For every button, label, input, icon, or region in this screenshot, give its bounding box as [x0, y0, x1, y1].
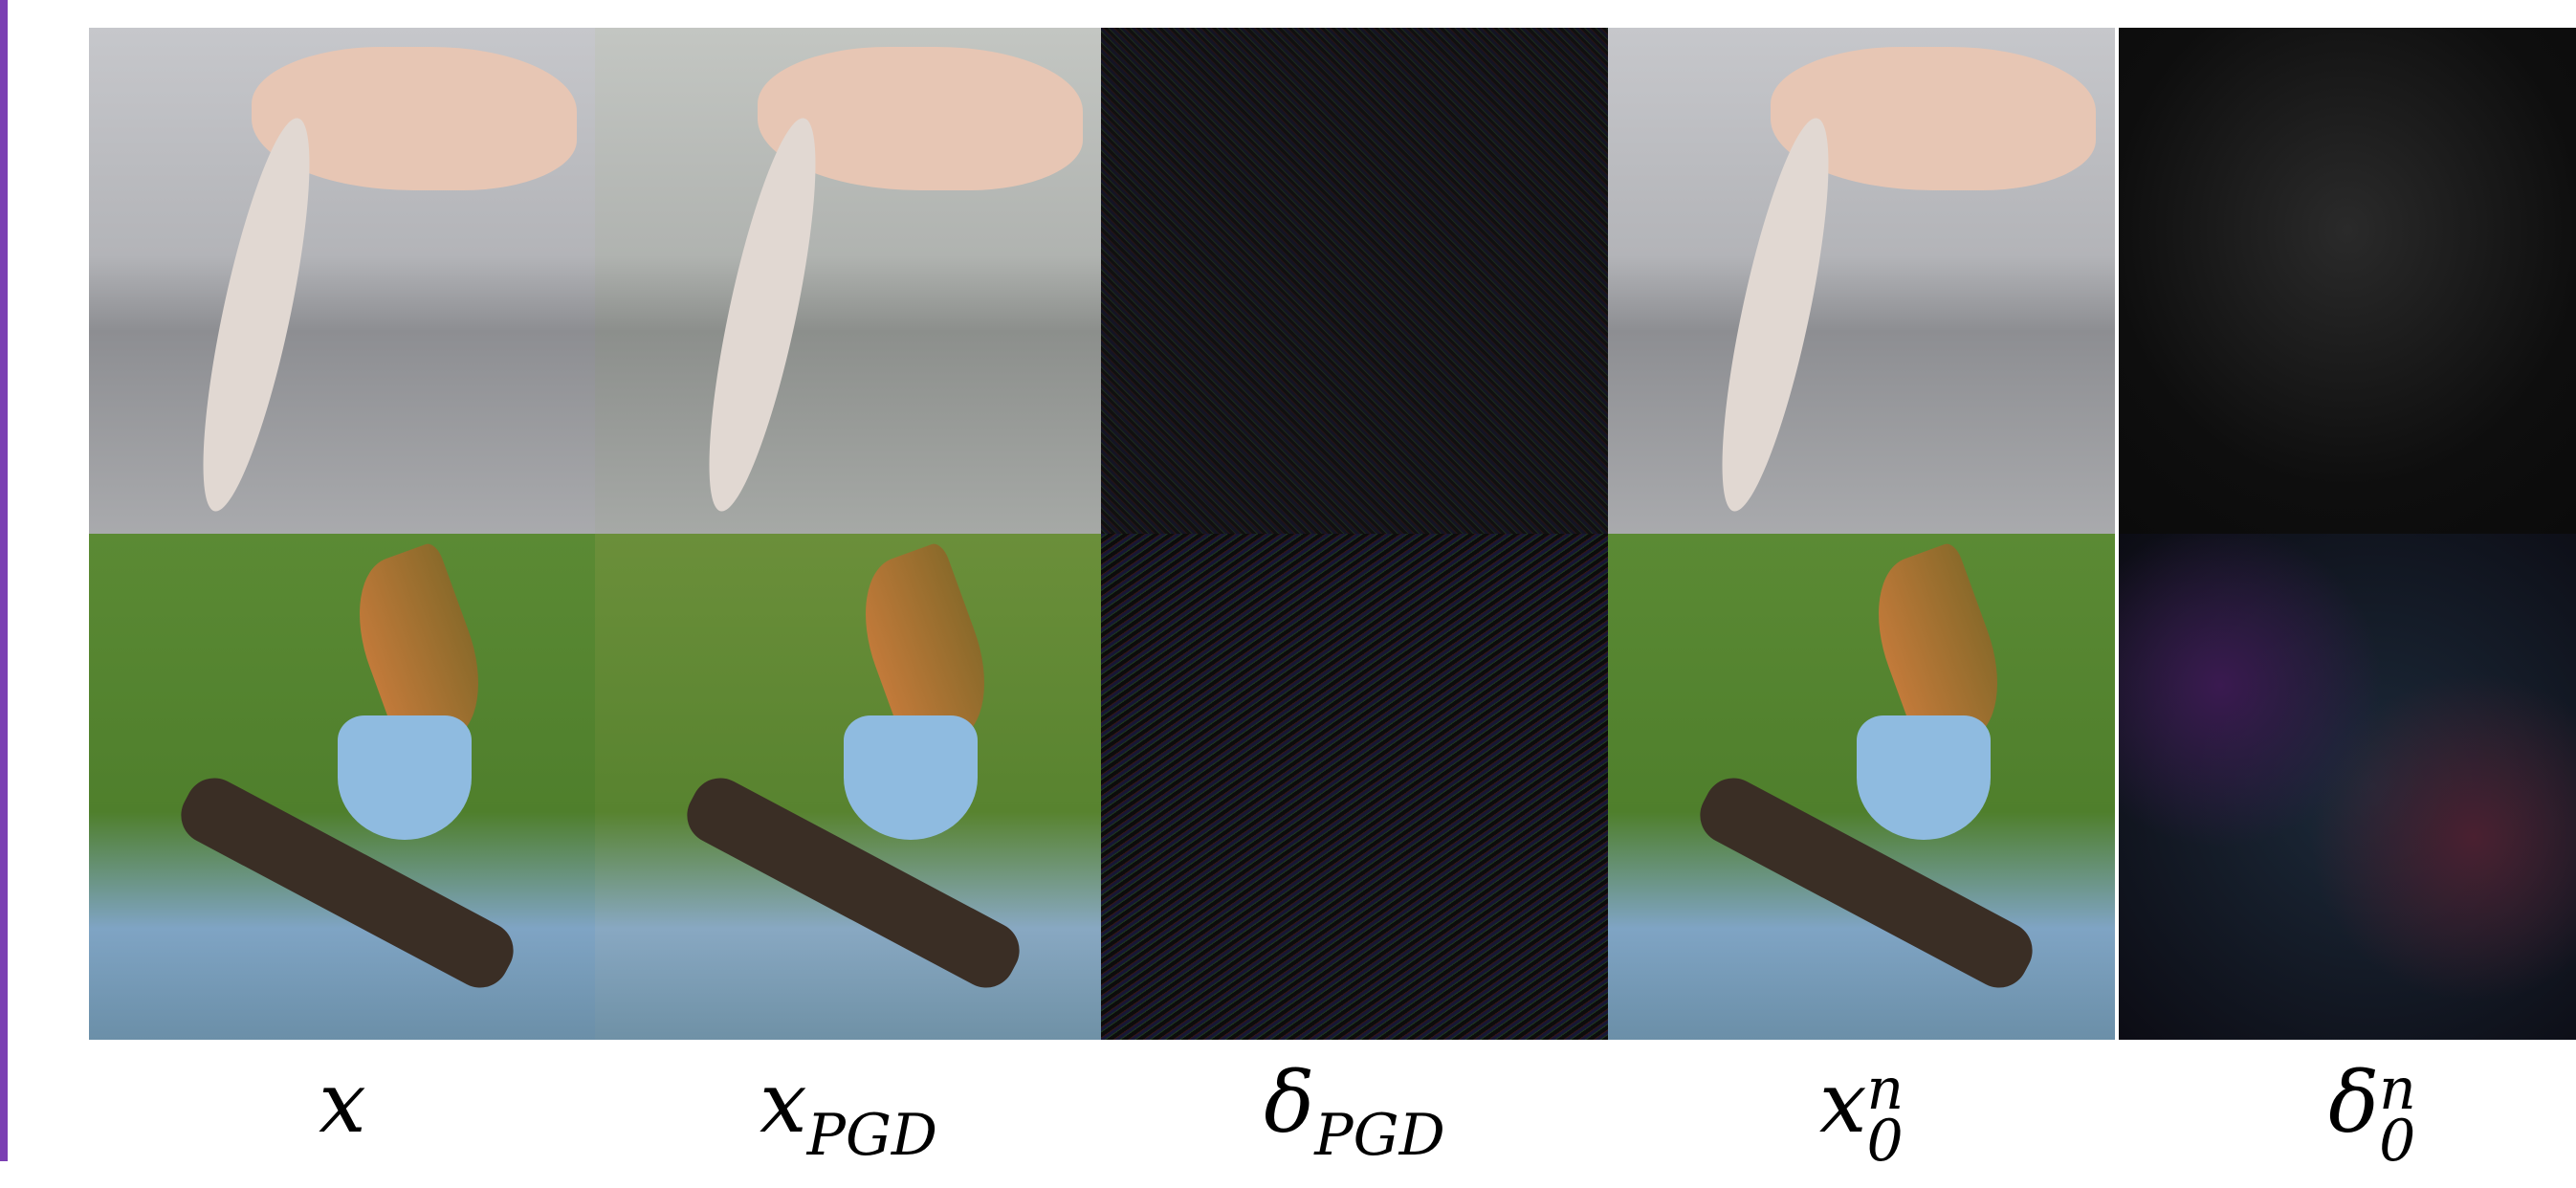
image-x0n-shark — [1608, 28, 2115, 534]
image-xpgd-shark — [595, 28, 1102, 534]
label-base: x — [319, 1053, 366, 1152]
label-base: x — [1819, 1053, 1867, 1152]
column-label: x — [89, 1050, 596, 1155]
image-x0n-bird — [1608, 534, 2115, 1040]
image-delta0n-shark — [2119, 28, 2576, 534]
side-bar — [0, 0, 8, 1161]
label-base: x — [760, 1053, 807, 1152]
column-label: δPGD — [1101, 1050, 1608, 1188]
label-base: δ — [2328, 1053, 2379, 1152]
label-subscript: PGD — [1314, 1102, 1444, 1169]
image-x-bird — [89, 534, 596, 1040]
label-subscript: 0 — [1866, 1115, 1904, 1167]
image-xpgd-bird — [595, 534, 1102, 1040]
label-subscript: PGD — [807, 1102, 937, 1169]
image-x-shark — [89, 28, 596, 534]
image-delta-pgd-bird — [1101, 534, 1608, 1040]
label-base: δ — [1264, 1053, 1314, 1152]
page: x xPGD δPGD xn0 δn0 (() => { const data … — [0, 0, 2576, 1161]
label-subscript: 0 — [2379, 1115, 2416, 1167]
image-delta0n-bird — [2119, 534, 2576, 1040]
column-label: xPGD — [595, 1050, 1102, 1188]
image-delta-pgd-shark — [1101, 28, 1608, 534]
